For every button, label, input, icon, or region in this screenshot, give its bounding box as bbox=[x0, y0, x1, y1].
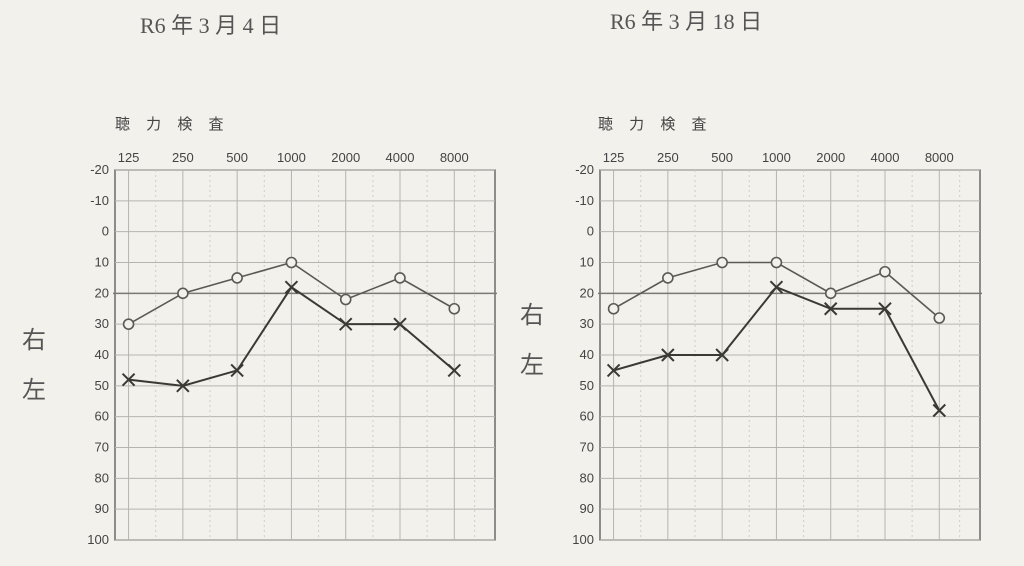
svg-text:10: 10 bbox=[580, 255, 594, 270]
left-ear-label-1: 左 bbox=[22, 370, 46, 405]
svg-text:250: 250 bbox=[172, 150, 194, 165]
svg-text:60: 60 bbox=[580, 409, 594, 424]
audiogram-chart-right: -20 -10 0 10 20 30 40 50 60 70 80 90 100 125 250 500 100… bbox=[555, 140, 995, 560]
svg-text:90: 90 bbox=[95, 501, 109, 516]
svg-text:2000: 2000 bbox=[816, 150, 845, 165]
svg-text:2000: 2000 bbox=[331, 150, 360, 165]
svg-text:-20: -20 bbox=[575, 162, 594, 177]
svg-text:80: 80 bbox=[580, 470, 594, 485]
chart-right-title: 聴 力 検 査 bbox=[598, 113, 713, 134]
svg-text:70: 70 bbox=[580, 440, 594, 455]
svg-text:50: 50 bbox=[580, 378, 594, 393]
svg-text:20: 20 bbox=[95, 285, 109, 300]
svg-text:500: 500 bbox=[711, 150, 733, 165]
svg-text:50: 50 bbox=[95, 378, 109, 393]
svg-text:250: 250 bbox=[657, 150, 679, 165]
svg-text:30: 30 bbox=[95, 316, 109, 331]
right-ear-label-2: 右 bbox=[520, 295, 544, 330]
svg-text:30: 30 bbox=[580, 316, 594, 331]
svg-text:-20: -20 bbox=[90, 162, 109, 177]
svg-text:80: 80 bbox=[95, 470, 109, 485]
svg-text:20: 20 bbox=[580, 285, 594, 300]
audiogram-chart-left: -20 -10 0 10 20 30 40 50 60 70 80 90 100 125 250 500 100… bbox=[70, 140, 510, 560]
svg-text:90: 90 bbox=[580, 501, 594, 516]
svg-text:40: 40 bbox=[580, 347, 594, 362]
chart-left-title: 聴 力 検 査 bbox=[115, 113, 230, 134]
date-left: R6 年 3 月 4 日 bbox=[140, 8, 281, 40]
svg-text:60: 60 bbox=[95, 409, 109, 424]
svg-text:10: 10 bbox=[95, 255, 109, 270]
svg-text:8000: 8000 bbox=[440, 150, 469, 165]
svg-text:0: 0 bbox=[587, 224, 594, 239]
left-ear-label-2: 左 bbox=[520, 345, 544, 380]
svg-text:8000: 8000 bbox=[925, 150, 954, 165]
svg-text:500: 500 bbox=[226, 150, 248, 165]
svg-text:1000: 1000 bbox=[762, 150, 791, 165]
svg-text:4000: 4000 bbox=[871, 150, 900, 165]
right-ear-label-1: 右 bbox=[22, 320, 46, 355]
svg-text:125: 125 bbox=[118, 150, 140, 165]
svg-text:1000: 1000 bbox=[277, 150, 306, 165]
svg-text:125: 125 bbox=[603, 150, 625, 165]
svg-text:4000: 4000 bbox=[386, 150, 415, 165]
svg-text:40: 40 bbox=[95, 347, 109, 362]
svg-text:100: 100 bbox=[572, 532, 594, 547]
date-right: R6 年 3 月 18 日 bbox=[610, 4, 762, 36]
svg-text:70: 70 bbox=[95, 440, 109, 455]
svg-text:0: 0 bbox=[102, 224, 109, 239]
svg-text:100: 100 bbox=[87, 532, 109, 547]
svg-text:-10: -10 bbox=[90, 193, 109, 208]
svg-text:-10: -10 bbox=[575, 193, 594, 208]
